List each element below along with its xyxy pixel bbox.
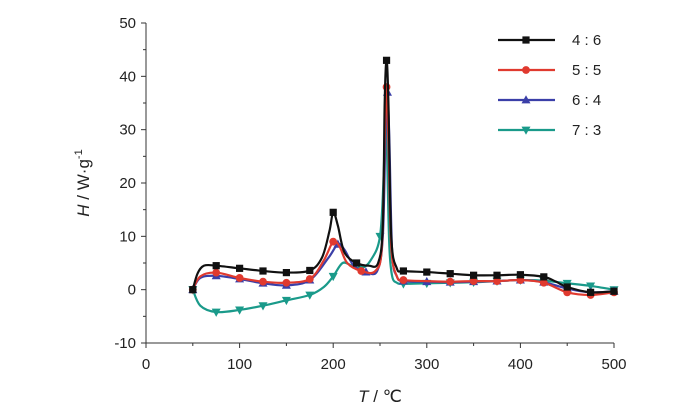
data-point bbox=[586, 282, 596, 291]
data-point bbox=[493, 271, 501, 279]
data-point bbox=[281, 296, 291, 306]
series-line bbox=[191, 85, 615, 297]
data-point bbox=[236, 264, 244, 272]
y-axis-unit: / W·g bbox=[74, 159, 93, 204]
legend-item: 6 : 4 bbox=[498, 92, 601, 109]
legend-marker bbox=[522, 36, 530, 44]
y-axis-exponent: -1 bbox=[73, 149, 85, 159]
data-point bbox=[540, 273, 548, 281]
series-square bbox=[189, 56, 618, 296]
data-point bbox=[469, 277, 478, 286]
data-point bbox=[353, 259, 361, 267]
data-point bbox=[357, 267, 366, 275]
legend-item: 5 : 5 bbox=[498, 62, 601, 79]
x-tick-label: 100 bbox=[227, 356, 252, 373]
x-axis-symbol: T bbox=[358, 387, 370, 406]
series-line bbox=[191, 91, 615, 294]
data-point bbox=[211, 308, 221, 317]
legend-label: 6 : 4 bbox=[572, 92, 601, 109]
data-point bbox=[539, 278, 548, 287]
y-tick-label: -10 bbox=[114, 335, 136, 352]
series-circle bbox=[188, 83, 618, 299]
legend-marker bbox=[521, 95, 531, 104]
legend-item: 4 : 6 bbox=[498, 32, 601, 49]
data-point bbox=[212, 268, 221, 277]
y-tick-label: 0 bbox=[128, 282, 136, 299]
data-point bbox=[282, 269, 290, 277]
legend-label: 4 : 6 bbox=[572, 32, 601, 49]
data-point bbox=[470, 271, 478, 279]
legend: 4 : 6 5 : 5 6 : 4 7 : 3 bbox=[498, 32, 601, 139]
legend-marker bbox=[522, 66, 530, 74]
x-tick-label: 400 bbox=[508, 356, 533, 373]
data-point bbox=[235, 306, 245, 315]
legend-marker bbox=[521, 126, 531, 135]
x-tick-label: 300 bbox=[414, 356, 439, 373]
data-point bbox=[212, 262, 220, 270]
data-point bbox=[329, 208, 337, 216]
data-point bbox=[610, 287, 618, 295]
data-point bbox=[493, 277, 501, 286]
data-point bbox=[189, 286, 197, 294]
series-layer bbox=[188, 56, 619, 317]
data-point bbox=[306, 266, 314, 275]
data-point bbox=[328, 272, 338, 282]
data-point bbox=[399, 276, 408, 284]
y-tick-label: 50 bbox=[119, 15, 136, 32]
data-point bbox=[516, 271, 524, 279]
data-point bbox=[305, 291, 315, 300]
legend-label: 7 : 3 bbox=[572, 122, 601, 139]
data-point bbox=[329, 237, 338, 246]
x-tick-label: 200 bbox=[321, 356, 346, 373]
data-point bbox=[259, 277, 267, 286]
data-point bbox=[382, 83, 391, 91]
y-tick-label: 20 bbox=[119, 175, 136, 192]
x-tick-label: 500 bbox=[601, 356, 626, 373]
y-tick-label: 30 bbox=[119, 122, 136, 139]
data-point bbox=[446, 277, 455, 286]
x-tick-label: 0 bbox=[142, 356, 150, 373]
y-axis-label: H / W·g-1 bbox=[73, 149, 93, 216]
data-point bbox=[258, 302, 268, 311]
data-point bbox=[563, 283, 571, 291]
series-line bbox=[191, 59, 615, 294]
series-triangle-up bbox=[188, 87, 619, 296]
axes: 0 100 200 300 400 500 -10 0 10 20 30 40 50 bbox=[114, 15, 626, 373]
y-tick-label: 10 bbox=[119, 228, 136, 245]
legend-item: 7 : 3 bbox=[498, 122, 601, 139]
data-point bbox=[235, 274, 244, 282]
x-axis-unit: / ℃ bbox=[369, 387, 402, 406]
data-point bbox=[305, 275, 314, 283]
y-axis-symbol: H bbox=[74, 204, 93, 217]
data-point bbox=[587, 288, 595, 296]
data-point bbox=[282, 278, 291, 287]
data-point bbox=[446, 270, 454, 278]
data-point bbox=[423, 268, 431, 276]
data-point bbox=[382, 56, 391, 64]
data-point bbox=[259, 267, 267, 275]
data-point bbox=[399, 267, 407, 275]
legend-label: 5 : 5 bbox=[572, 62, 601, 79]
x-axis-label: T / ℃ bbox=[358, 387, 402, 406]
y-tick-label: 40 bbox=[119, 68, 136, 85]
